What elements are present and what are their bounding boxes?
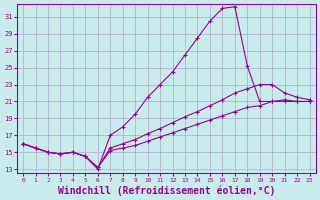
X-axis label: Windchill (Refroidissement éolien,°C): Windchill (Refroidissement éolien,°C)	[58, 185, 275, 196]
